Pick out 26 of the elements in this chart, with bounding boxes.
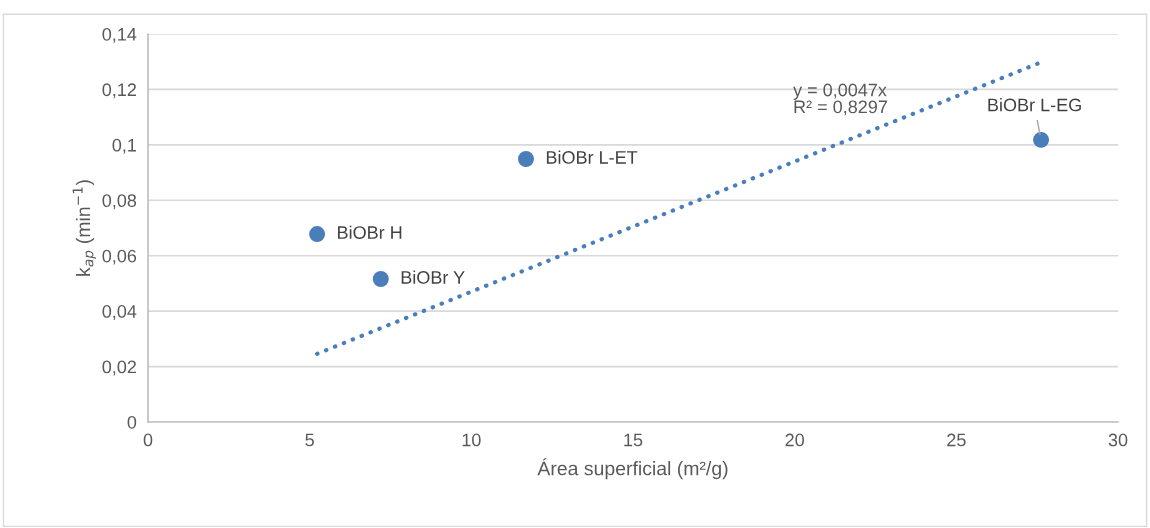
annotation: BiOBr H [338,225,402,239]
y-tick-label: 0,1 [112,138,137,154]
x-tick-label: 20 [785,433,804,447]
y-tick-label: 0,04 [102,305,137,320]
x-tick-label: 30 [1108,433,1128,447]
annotation: BiOBr L-EG [988,98,1081,112]
point [309,226,326,243]
point [372,271,389,287]
point [1033,131,1050,148]
annotation: y = 0,0047x R² = 0,8297 [793,83,887,116]
y-tick-label: 0,02 [102,360,136,376]
y-tick-label: 0,08 [102,194,137,210]
annotation: BiOBr Y [401,270,465,284]
y-tick-label: 0 [127,415,137,429]
y-axis-title: k$_{ap}$ (min$^{−1}$) [72,180,97,276]
y-tick-label: 0,12 [102,83,136,99]
y-tick-label: 0,06 [102,249,137,265]
x-tick-label: 10 [462,433,481,447]
point [517,151,534,167]
y-tick-label: 0,14 [102,27,137,43]
x-axis-title: Área superficial (m²/g) [537,458,728,480]
x-tick-label: 25 [947,433,966,447]
x-tick-label: 15 [624,433,643,447]
x-tick-label: 0 [143,433,153,447]
annotation: BiOBr L-ET [546,150,638,164]
x-tick-label: 5 [305,433,314,447]
